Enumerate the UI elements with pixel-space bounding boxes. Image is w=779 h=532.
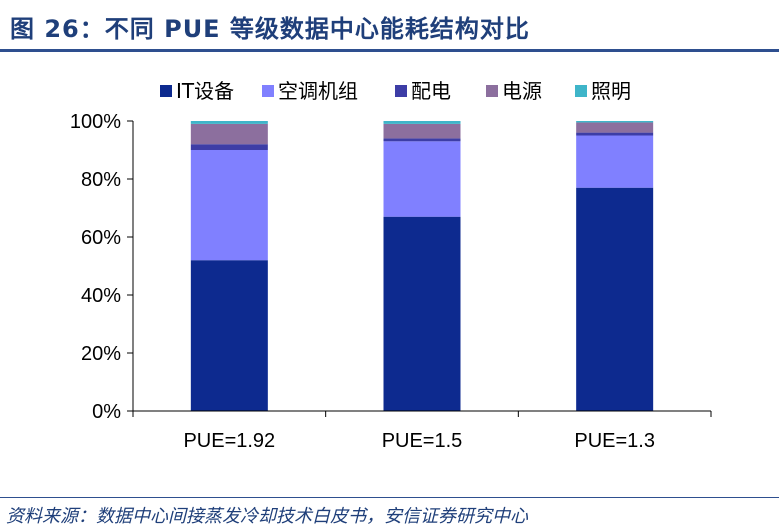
legend-swatch: [160, 85, 172, 97]
x-tick-label: PUE=1.92: [183, 430, 275, 452]
bar-segment: [383, 141, 461, 217]
bar-segment: [383, 123, 461, 139]
legend-label: 电源: [502, 79, 542, 103]
page-title: 图 26：不同 PUE 等级数据中心能耗结构对比: [10, 15, 530, 43]
legend-swatch: [486, 85, 498, 97]
source-note: 资料来源：数据中心间接蒸发冷却技术白皮书，安信证券研究中心: [6, 506, 528, 527]
bar-segment: [576, 135, 654, 188]
bar-segment: [383, 216, 461, 411]
legend-label: 空调机组: [278, 79, 358, 103]
source-divider: [0, 497, 779, 498]
y-axis: 0% 20% 40% 60% 80% 100%: [70, 111, 134, 423]
bar-segment: [383, 138, 461, 142]
legend-swatch: [575, 85, 587, 97]
bar-segment: [190, 260, 268, 411]
y-tick-label: 0%: [92, 401, 121, 423]
legend-swatch: [395, 85, 407, 97]
bar-segment: [576, 187, 654, 411]
y-tick-label: 60%: [81, 227, 121, 249]
y-tick-label: 40%: [81, 285, 121, 307]
bar-segment: [190, 123, 268, 145]
bar-segment: [190, 144, 268, 150]
x-tick-label: PUE=1.3: [574, 430, 655, 452]
bar-segment: [190, 150, 268, 261]
bar-segment: [190, 121, 268, 124]
y-tick-label: 80%: [81, 169, 121, 191]
stacked-bar-chart: IT设备 空调机组 配电 电源 照明 0% 20% 40% 60% 80% 100% PUE=1.…: [70, 79, 712, 452]
legend-label: IT设备: [176, 79, 234, 103]
bar-segment: [576, 132, 654, 136]
legend-label: 配电: [411, 79, 451, 103]
y-tick-label: 100%: [70, 111, 121, 133]
y-tick-label: 20%: [81, 343, 121, 365]
x-axis: PUE=1.92 PUE=1.5 PUE=1.3: [132, 410, 712, 452]
legend-swatch: [262, 85, 274, 97]
title-bar: 图 26：不同 PUE 等级数据中心能耗结构对比: [0, 0, 779, 52]
bar-segment: [576, 122, 654, 133]
legend-label: 照明: [591, 79, 631, 103]
legend: IT设备 空调机组 配电 电源 照明: [160, 79, 631, 103]
x-tick-label: PUE=1.5: [382, 430, 463, 452]
bars: [190, 121, 654, 411]
bar-segment: [576, 121, 654, 123]
bar-segment: [383, 121, 461, 124]
